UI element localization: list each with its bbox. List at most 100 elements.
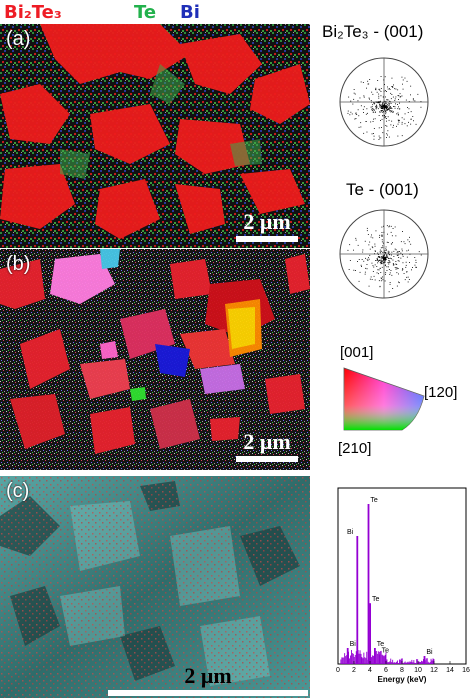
pole-figure-point — [381, 105, 383, 106]
pole-figure-point — [386, 109, 388, 110]
pole-figure-point — [373, 128, 375, 129]
pole-figure-point — [384, 260, 386, 262]
pole-figure-point — [378, 280, 380, 282]
pole-figure-point — [389, 274, 391, 275]
pole-figure-point — [398, 106, 399, 108]
pole-figure-point — [410, 94, 411, 96]
pole-figure-point — [386, 255, 388, 257]
pole-figure-point — [375, 230, 377, 232]
pole-figure-point — [407, 239, 409, 241]
pole-figure-point — [395, 263, 397, 265]
pole-figure-bi2te3-title: Bi₂Te₃ - (001) — [322, 22, 424, 41]
pole-figure-point — [401, 269, 403, 271]
pole-figure-point — [385, 112, 387, 114]
eds-background-bar — [362, 658, 364, 664]
eds-background-bar — [363, 652, 365, 664]
pole-figure-point — [379, 249, 381, 251]
pole-figure-point — [368, 97, 370, 99]
pole-figure-point — [378, 256, 379, 257]
eds-background-bar — [431, 660, 433, 664]
pole-figure-point — [410, 123, 412, 125]
pole-figure-point — [361, 266, 362, 267]
pole-figure-point — [375, 107, 377, 109]
pole-figure-point — [375, 89, 377, 91]
eds-background-bar — [392, 659, 394, 664]
pole-figure-point — [365, 113, 367, 115]
pole-figure-point — [401, 248, 403, 250]
pole-figure-point — [405, 261, 407, 263]
pole-figure-point — [385, 101, 387, 103]
pole-figure-point — [363, 96, 365, 98]
pole-figure-point — [389, 283, 391, 285]
pole-figure-point — [383, 231, 385, 233]
pole-figure-point — [347, 249, 349, 251]
pole-figure-point — [384, 104, 385, 105]
pole-figure-point — [395, 103, 396, 105]
pole-figure-point — [373, 109, 375, 111]
eds-background-bar — [351, 650, 352, 664]
pole-figure-point — [363, 112, 364, 113]
pole-figure-point — [415, 259, 417, 261]
pole-figure-point — [372, 247, 374, 249]
pole-figure-point — [383, 255, 385, 256]
pole-figure-point — [388, 269, 390, 270]
pole-figure-point — [374, 251, 376, 252]
eds-background-bar — [395, 662, 396, 664]
pole-figure-point — [385, 107, 387, 109]
pole-figure-point — [385, 272, 387, 274]
pole-figure-point — [386, 270, 388, 271]
pole-figure-point — [383, 111, 384, 113]
pole-figure-point — [398, 95, 400, 97]
eds-background-bar — [355, 651, 357, 664]
pole-figure-point — [375, 260, 377, 261]
pole-figure-point — [410, 243, 412, 245]
pole-figure-point — [372, 265, 374, 267]
ipf-label-120: [120] — [424, 384, 458, 401]
pole-figure-point — [398, 120, 399, 122]
pole-figure-point — [384, 107, 385, 108]
pole-figure-point — [399, 108, 401, 110]
pole-figure-point — [397, 119, 399, 121]
pole-figure-point — [387, 250, 389, 252]
pole-figure-point — [355, 112, 357, 114]
pole-figure-point — [387, 116, 389, 118]
pole-figure-point — [389, 272, 391, 274]
pole-figure-point — [390, 98, 392, 100]
pole-figure-point — [406, 125, 408, 127]
pole-figure-point — [408, 121, 409, 123]
pole-figure-point — [382, 279, 384, 281]
pole-figure-point — [391, 274, 393, 276]
eds-background-bar — [400, 658, 402, 664]
eds-background-bar — [409, 661, 411, 664]
pole-figure-point — [369, 248, 371, 250]
pole-figure-point — [389, 107, 391, 109]
pole-figure-point — [378, 269, 380, 271]
pole-figure-point — [398, 253, 400, 255]
pole-figure-point — [359, 271, 361, 273]
pole-figure-point — [354, 118, 356, 120]
pole-figure-point — [371, 106, 373, 108]
pole-figure-point — [381, 127, 382, 128]
pole-figure-point — [349, 244, 351, 246]
pole-figure-point — [388, 226, 390, 228]
pole-figure-point — [361, 259, 363, 260]
scale-bar-a-text: 2 μm — [243, 209, 291, 234]
pole-figure-point — [376, 259, 378, 261]
pole-figure-point — [370, 276, 372, 278]
pole-figure-point — [410, 85, 412, 87]
pole-figure-point — [363, 106, 365, 108]
pole-figure-point — [403, 241, 405, 243]
pole-figure-point — [376, 91, 378, 93]
pole-figure-point — [353, 249, 354, 251]
pole-figure-point — [384, 102, 386, 104]
pole-figure-point — [390, 107, 391, 109]
eds-peak-0 — [356, 536, 359, 664]
pole-figure-point — [401, 76, 403, 78]
pole-figure-point — [363, 260, 365, 262]
pole-figure-point — [389, 261, 391, 263]
eds-background-bar — [353, 657, 355, 664]
pole-figure-point — [389, 89, 391, 90]
pole-figure-point — [369, 98, 370, 100]
pole-figure-point — [381, 260, 383, 262]
pole-figure-point — [367, 80, 369, 82]
